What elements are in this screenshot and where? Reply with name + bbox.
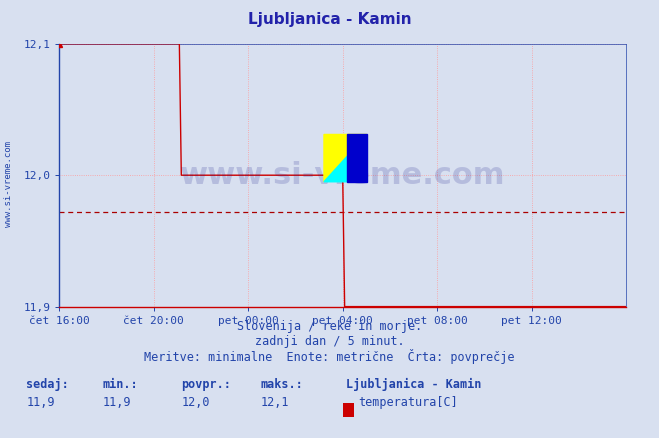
Text: Slovenija / reke in morje.: Slovenija / reke in morje. [237, 320, 422, 333]
Text: 12,0: 12,0 [181, 396, 210, 410]
Text: min.:: min.: [102, 378, 138, 391]
Text: temperatura[C]: temperatura[C] [358, 396, 458, 410]
Text: maks.:: maks.: [260, 378, 303, 391]
Text: Ljubljanica - Kamin: Ljubljanica - Kamin [346, 378, 481, 391]
Text: www.si-vreme.com: www.si-vreme.com [4, 141, 13, 227]
Polygon shape [324, 134, 367, 182]
Text: www.si-vreme.com: www.si-vreme.com [180, 161, 505, 190]
Text: sedaj:: sedaj: [26, 378, 69, 391]
Text: 11,9: 11,9 [102, 396, 130, 410]
Text: Ljubljanica - Kamin: Ljubljanica - Kamin [248, 12, 411, 27]
Text: zadnji dan / 5 minut.: zadnji dan / 5 minut. [254, 335, 405, 348]
Text: 11,9: 11,9 [26, 396, 55, 410]
Text: Meritve: minimalne  Enote: metrične  Črta: povprečje: Meritve: minimalne Enote: metrične Črta:… [144, 350, 515, 364]
Text: povpr.:: povpr.: [181, 378, 231, 391]
Polygon shape [324, 134, 367, 182]
Text: 12,1: 12,1 [260, 396, 289, 410]
Bar [347, 134, 367, 182]
